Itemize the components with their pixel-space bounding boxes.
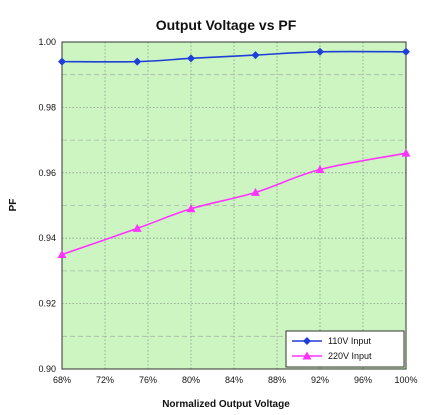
x-tick-label: 84% xyxy=(225,375,243,385)
x-tick-label: 96% xyxy=(354,375,372,385)
y-tick-label: 0.90 xyxy=(38,364,56,374)
x-tick-label: 100% xyxy=(394,375,417,385)
y-axis-title: PF xyxy=(8,199,19,212)
series-0-point xyxy=(251,51,260,60)
x-tick-label: 80% xyxy=(182,375,200,385)
y-tick-label: 0.96 xyxy=(38,168,56,178)
y-tick-label: 1.00 xyxy=(38,37,56,47)
x-tick-label: 88% xyxy=(268,375,286,385)
series-1-point xyxy=(251,187,260,196)
series-0-point xyxy=(402,47,410,56)
x-axis-title: Normalized Output Voltage xyxy=(162,399,290,410)
series-1-point xyxy=(315,165,325,174)
chart-title: Output Voltage vs PF xyxy=(156,17,297,33)
series-0-point xyxy=(187,54,195,63)
y-tick-label: 0.94 xyxy=(38,233,56,243)
series-line-1 xyxy=(61,152,407,256)
series-0-point xyxy=(316,47,324,56)
series-1-point xyxy=(57,250,67,259)
x-tick-label: 92% xyxy=(311,375,329,385)
legend-marker-0 xyxy=(303,337,311,345)
series-1-point xyxy=(401,148,411,157)
legend-marker-1 xyxy=(302,351,312,360)
x-tick-label: 72% xyxy=(96,375,114,385)
series-0-point xyxy=(58,57,66,66)
series-line-0 xyxy=(61,50,407,63)
plot-border xyxy=(61,41,407,370)
series-1-point xyxy=(186,204,196,213)
legend-label-0: 110V Input xyxy=(328,336,371,346)
series-1-point xyxy=(132,223,142,232)
y-tick-label: 0.92 xyxy=(38,299,56,309)
y-tick-label: 0.98 xyxy=(38,102,56,112)
legend-box xyxy=(285,330,405,368)
x-tick-label: 68% xyxy=(53,375,71,385)
series-0-point xyxy=(133,57,142,66)
x-tick-label: 76% xyxy=(139,375,157,385)
legend-label-1: 220V Input xyxy=(328,351,372,361)
